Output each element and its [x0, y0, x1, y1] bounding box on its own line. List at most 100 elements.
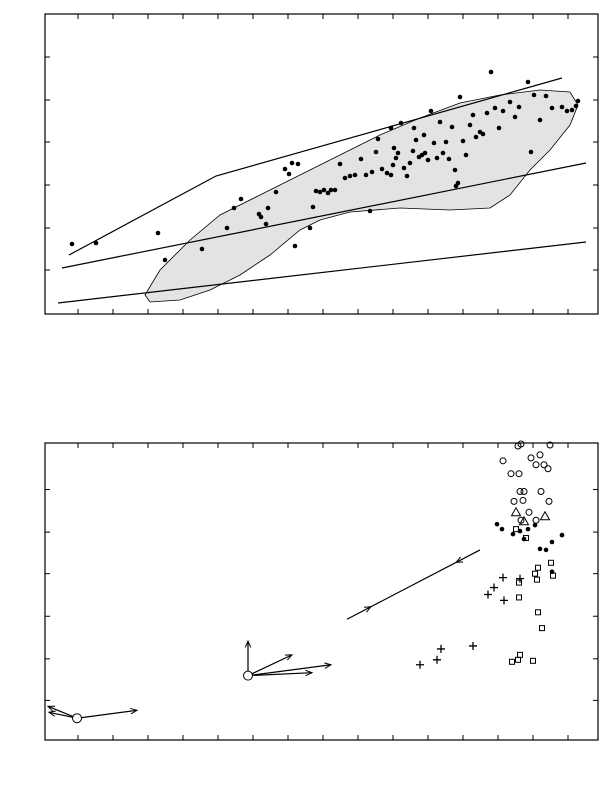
point [332, 187, 338, 193]
point [532, 461, 540, 469]
point [517, 516, 525, 524]
point [520, 488, 528, 496]
point [317, 189, 323, 195]
point [564, 108, 570, 114]
vector [47, 705, 78, 719]
point [292, 243, 298, 249]
point [433, 655, 441, 664]
point [238, 196, 244, 202]
vector-head [244, 639, 252, 648]
point [494, 521, 500, 527]
line [68, 77, 563, 256]
point [484, 590, 492, 599]
point [484, 110, 490, 116]
point [460, 138, 466, 144]
point [347, 173, 353, 179]
point [509, 658, 515, 665]
point [452, 167, 458, 173]
point [507, 99, 513, 105]
point [321, 187, 327, 193]
plot-frame [44, 442, 599, 741]
line [57, 241, 587, 304]
point [573, 103, 579, 109]
point [295, 161, 301, 167]
point [519, 496, 527, 504]
point [453, 183, 459, 189]
point [535, 609, 541, 616]
point [523, 535, 529, 542]
point [544, 465, 552, 473]
point [534, 576, 540, 583]
point [398, 120, 404, 126]
point [490, 583, 498, 592]
point [546, 441, 554, 449]
point [390, 162, 396, 168]
point [363, 172, 369, 178]
point [531, 92, 537, 98]
point [537, 117, 543, 123]
point [525, 79, 531, 85]
plot-frame [44, 13, 599, 315]
point [428, 108, 434, 114]
point [391, 145, 397, 151]
point [496, 125, 502, 131]
point [342, 175, 348, 181]
point [540, 461, 548, 469]
point [535, 564, 541, 571]
point [559, 104, 565, 110]
point [231, 205, 237, 211]
vector [247, 654, 293, 677]
point [437, 119, 443, 125]
vector-head [130, 707, 139, 715]
point [310, 204, 316, 210]
point [539, 625, 545, 632]
point [401, 165, 407, 171]
point [379, 166, 385, 172]
point [516, 574, 524, 583]
point [507, 470, 515, 478]
point [307, 225, 313, 231]
point [513, 526, 519, 533]
flow-arrow [454, 556, 464, 563]
vector [76, 709, 138, 719]
point [431, 140, 437, 146]
point [575, 98, 581, 104]
point [440, 150, 446, 156]
region [144, 89, 579, 303]
vector-head [284, 654, 294, 661]
point [437, 644, 445, 653]
point [358, 156, 364, 162]
vector-head [324, 662, 333, 669]
point [328, 187, 334, 193]
point [286, 171, 292, 177]
point [532, 516, 540, 524]
flow-arrow [363, 606, 373, 613]
point [510, 497, 518, 505]
point [463, 152, 469, 158]
point [480, 131, 486, 137]
point [265, 205, 271, 211]
point [446, 156, 452, 162]
point [569, 107, 575, 113]
point [500, 596, 508, 605]
vector [247, 672, 313, 677]
point [525, 526, 531, 532]
point [545, 497, 553, 505]
point [512, 114, 518, 120]
point [515, 470, 523, 478]
point [407, 160, 413, 166]
point [369, 169, 375, 175]
point [549, 105, 555, 111]
point [499, 573, 507, 582]
flow-line [346, 549, 481, 620]
point [449, 124, 455, 130]
point [549, 539, 555, 545]
point [537, 546, 543, 552]
point [434, 155, 440, 161]
line [61, 162, 587, 269]
point [375, 136, 381, 142]
point [499, 526, 505, 532]
point [352, 172, 358, 178]
point [532, 570, 538, 577]
point [413, 137, 419, 143]
